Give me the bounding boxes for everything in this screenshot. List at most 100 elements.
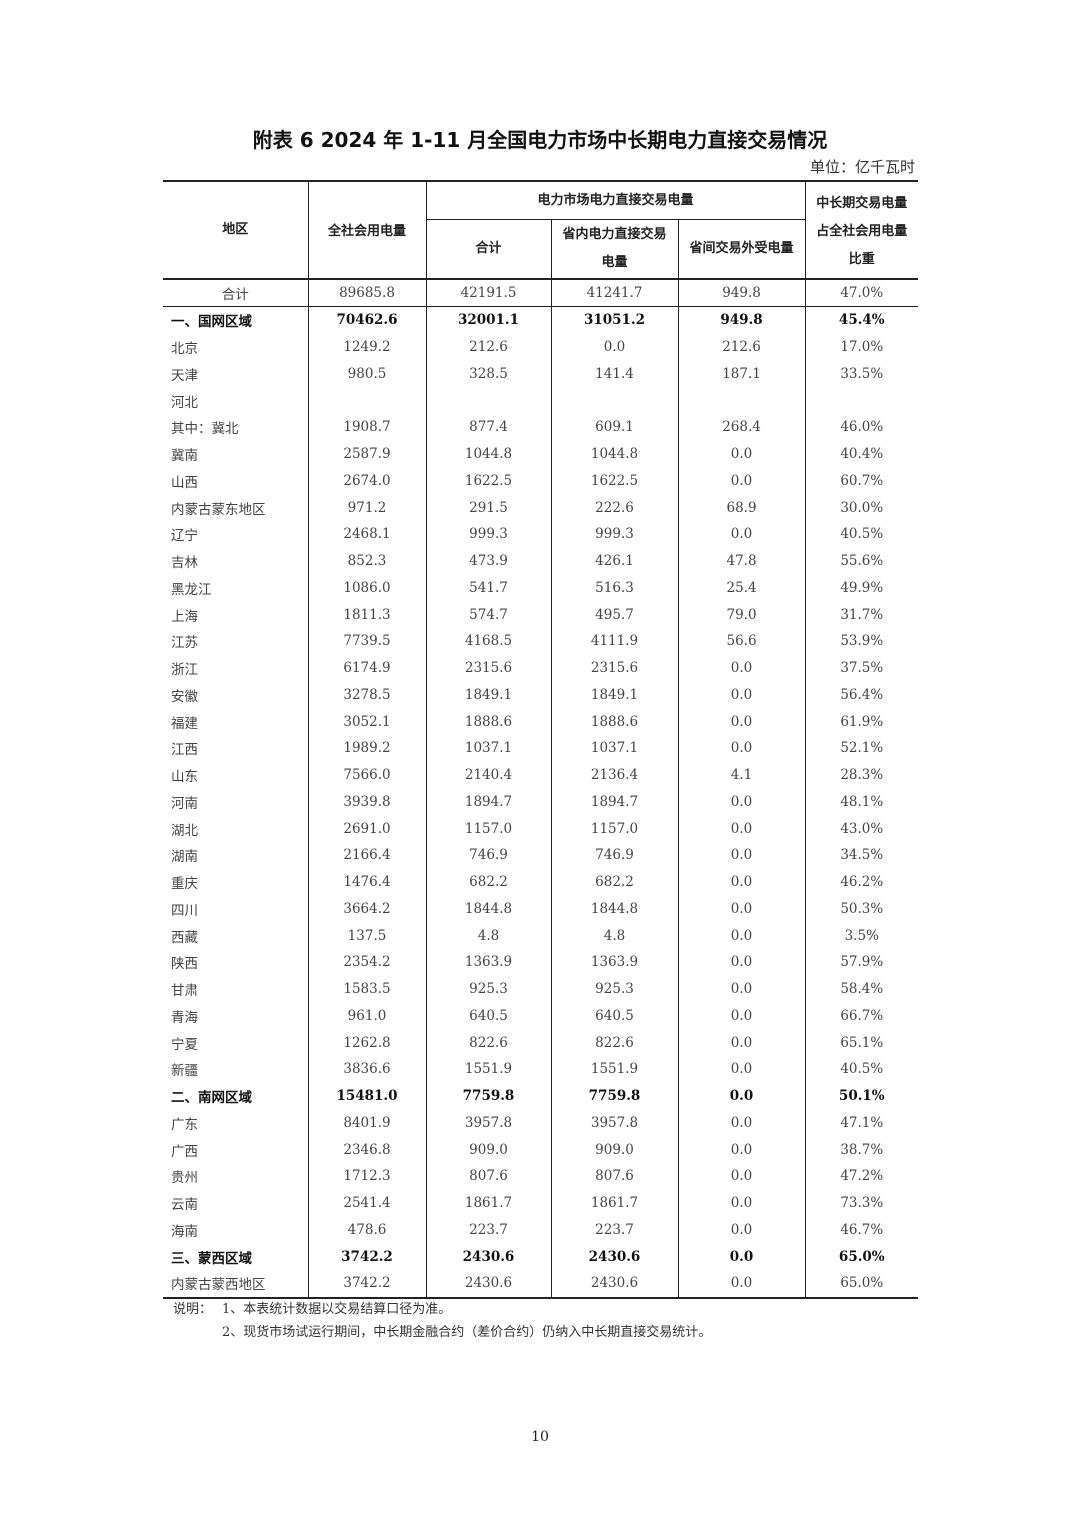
trade-subtotal-cell: 999.3 [425,521,551,548]
trade-subtotal-cell: 1894.7 [425,788,551,816]
share-cell: 66.7% [804,1002,919,1030]
intra-province-cell: 2430.6 [550,1270,678,1298]
table-row: 黑龙江 1086.0 541.7 516.3 25.4 49.9% [163,574,919,602]
share-cell: 3.5% [804,922,919,949]
header-inter-province: 省间交易外受电量 [677,219,806,279]
trade-subtotal-cell: 640.5 [425,1002,551,1030]
share-cell: 17.0% [804,333,919,361]
intra-province-cell: 1044.8 [550,440,678,468]
total-consumption-cell: 15481.0 [307,1082,426,1110]
inter-province-cell: 0.0 [677,708,806,735]
inter-province-cell: 47.8 [677,547,806,575]
page-number: 10 [531,1429,549,1445]
total-consumption-cell: 961.0 [307,1002,426,1030]
inter-province-cell: 0.0 [677,735,806,762]
table-row: 陕西 2354.2 1363.9 1363.9 0.0 57.9% [163,949,919,976]
region-name: 广东 [171,1116,198,1133]
trade-subtotal-cell: 291.5 [425,494,551,521]
share-cell: 65.0% [804,1270,919,1298]
trade-subtotal-cell: 2315.6 [425,654,551,682]
region-name: 河南 [171,795,198,812]
table-row: 海南 478.6 223.7 223.7 0.0 46.7% [163,1216,919,1244]
region-name: 海南 [171,1223,198,1240]
inter-province-cell [677,387,806,414]
share-cell: 50.1% [804,1082,919,1110]
inter-province-cell: 0.0 [677,654,806,682]
total-consumption-cell: 3278.5 [307,681,426,709]
region-name: 陕西 [171,956,198,973]
table-row: 其中：冀北 1908.7 877.4 609.1 268.4 46.0% [163,414,919,441]
share-cell: 48.1% [804,788,919,816]
intra-province-cell: 31051.2 [550,306,678,334]
header-share: 中长期交易电量占全社会用电量比重 [804,181,919,279]
intra-province-cell: 1888.6 [550,708,678,735]
share-cell [804,387,919,414]
trade-subtotal-cell: 541.7 [425,574,551,602]
region-name: 黑龙江 [171,581,212,598]
region-name: 西藏 [171,929,198,946]
table-row: 辽宁 2468.1 999.3 999.3 0.0 40.5% [163,521,919,548]
trade-subtotal-cell: 473.9 [425,547,551,575]
intra-province-cell: 1844.8 [550,895,678,923]
trade-subtotal-cell: 42191.5 [425,279,551,307]
total-consumption-cell: 2541.4 [307,1189,426,1217]
inter-province-cell: 0.0 [677,1109,806,1137]
inter-province-cell: 0.0 [677,1002,806,1030]
trade-subtotal-cell: 2430.6 [425,1243,551,1270]
region-name: 江苏 [171,635,198,652]
table-title: 附表 6 2024 年 1-11 月全国电力市场中长期电力直接交易情况 [252,128,828,152]
note-2: 2、现货市场试运行期间，中长期金融合约（差价合约）仍纳入中长期直接交易统计。 [222,1325,712,1340]
total-consumption-cell: 3052.1 [307,708,426,735]
trade-subtotal-cell: 3957.8 [425,1109,551,1137]
total-consumption-cell: 6174.9 [307,654,426,682]
total-consumption-cell: 3836.6 [307,1056,426,1083]
table-row: 山东 7566.0 2140.4 2136.4 4.1 28.3% [163,761,919,789]
intra-province-cell: 426.1 [550,547,678,575]
region-name: 福建 [171,715,198,732]
share-cell: 52.1% [804,735,919,762]
total-consumption-cell: 2346.8 [307,1136,426,1163]
inter-province-cell: 0.0 [677,922,806,949]
region-name: 广西 [171,1143,198,1160]
intra-province-cell: 4111.9 [550,628,678,655]
region-name: 吉林 [171,555,198,572]
table-row: 重庆 1476.4 682.2 682.2 0.0 46.2% [163,868,919,896]
intra-province-cell: 222.6 [550,494,678,521]
inter-province-cell: 0.0 [677,1163,806,1190]
trade-subtotal-cell: 1622.5 [425,467,551,495]
table-row: 河南 3939.8 1894.7 1894.7 0.0 48.1% [163,788,919,816]
trade-subtotal-cell: 1849.1 [425,681,551,709]
trade-subtotal-cell: 4.8 [425,922,551,949]
region-name: 湖北 [171,822,198,839]
total-consumption-cell: 1262.8 [307,1029,426,1056]
inter-province-cell: 949.8 [677,306,806,334]
region-name: 江西 [171,742,198,759]
table-row: 福建 3052.1 1888.6 1888.6 0.0 61.9% [163,708,919,735]
table-row: 湖南 2166.4 746.9 746.9 0.0 34.5% [163,842,919,869]
trade-subtotal-cell: 2140.4 [425,761,551,789]
share-cell: 56.4% [804,681,919,709]
trade-subtotal-cell: 2430.6 [425,1270,551,1298]
table-row: 上海 1811.3 574.7 495.7 79.0 31.7% [163,601,919,628]
total-consumption-cell: 1086.0 [307,574,426,602]
trade-subtotal-cell: 746.9 [425,842,551,869]
trade-subtotal-cell: 1037.1 [425,735,551,762]
share-cell: 46.0% [804,414,919,441]
intra-province-cell: 1157.0 [550,815,678,842]
table-row: 云南 2541.4 1861.7 1861.7 0.0 73.3% [163,1189,919,1217]
intra-province-cell: 141.4 [550,360,678,388]
region-name: 宁夏 [171,1036,198,1053]
intra-province-cell: 1363.9 [550,949,678,976]
intra-province-cell: 1037.1 [550,735,678,762]
region-name: 内蒙古蒙西地区 [171,1277,266,1294]
intra-province-cell: 682.2 [550,868,678,896]
total-consumption-cell: 1712.3 [307,1163,426,1190]
region-name: 浙江 [171,662,198,679]
trade-subtotal-cell: 1044.8 [425,440,551,468]
region-name: 河北 [171,394,198,411]
share-cell: 47.2% [804,1163,919,1190]
inter-province-cell: 187.1 [677,360,806,388]
total-consumption-cell: 980.5 [307,360,426,388]
inter-province-cell: 0.0 [677,521,806,548]
share-cell: 28.3% [804,761,919,789]
